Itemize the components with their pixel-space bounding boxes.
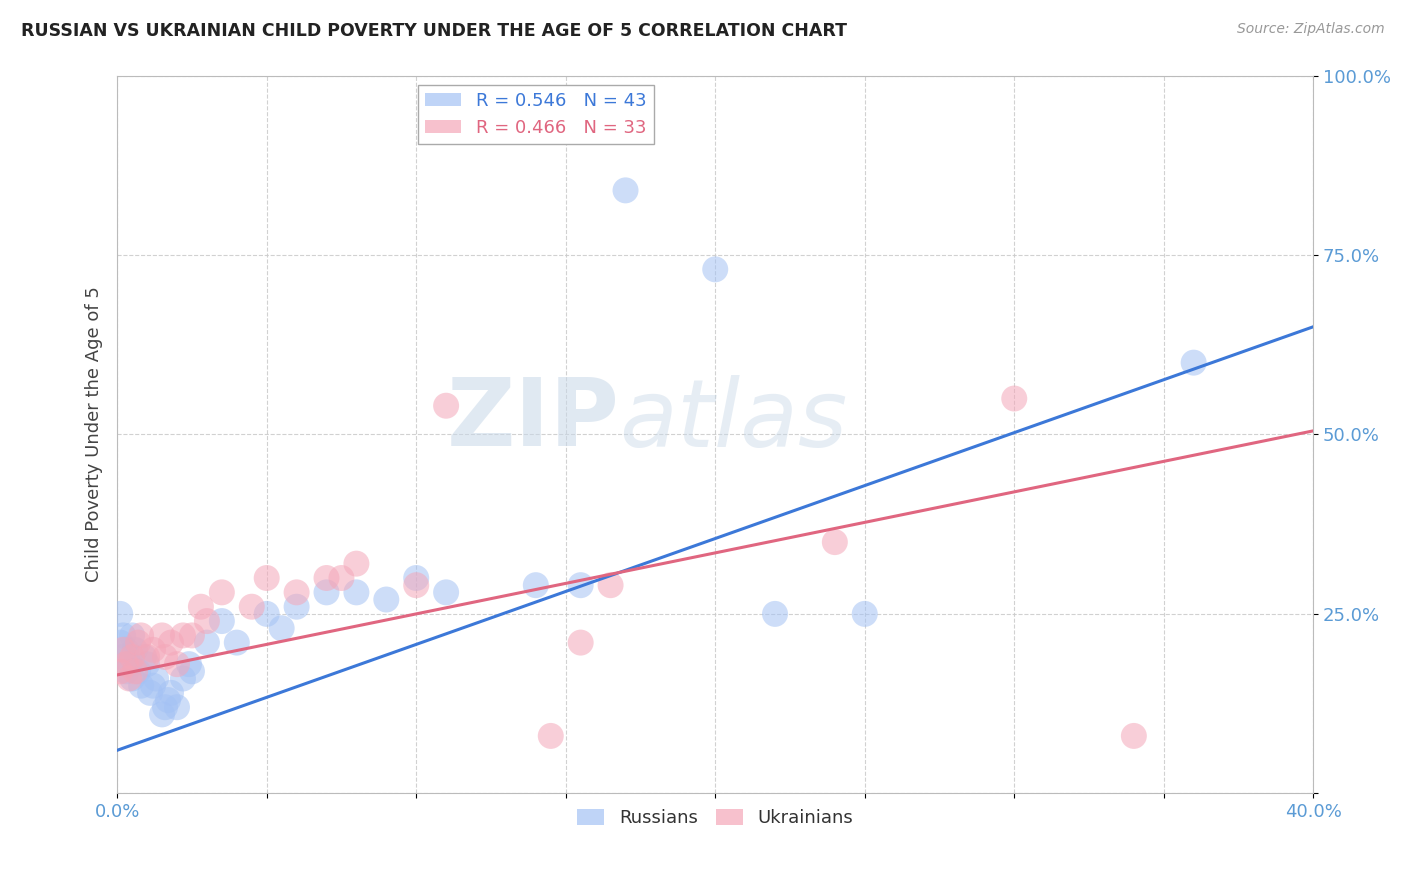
Point — [108, 635, 131, 649]
Point — [181, 628, 204, 642]
Point — [112, 628, 135, 642]
Point — [344, 585, 367, 599]
Point — [434, 585, 457, 599]
Point — [270, 621, 292, 635]
Point — [569, 635, 592, 649]
Point — [853, 607, 876, 621]
Point — [315, 571, 337, 585]
Text: ZIP: ZIP — [447, 374, 620, 467]
Legend: Russians, Ukrainians: Russians, Ukrainians — [571, 802, 860, 835]
Point — [142, 642, 165, 657]
Point — [405, 578, 427, 592]
Point — [344, 557, 367, 571]
Point — [1002, 392, 1025, 406]
Point — [569, 578, 592, 592]
Point — [115, 642, 138, 657]
Point — [142, 679, 165, 693]
Point — [256, 571, 278, 585]
Point — [108, 607, 131, 621]
Point — [115, 665, 138, 679]
Point — [115, 657, 138, 672]
Point — [1182, 356, 1205, 370]
Point — [129, 679, 152, 693]
Point — [127, 635, 149, 649]
Point — [124, 665, 146, 679]
Point — [285, 585, 308, 599]
Point — [127, 665, 149, 679]
Point — [160, 635, 183, 649]
Text: Source: ZipAtlas.com: Source: ZipAtlas.com — [1237, 22, 1385, 37]
Point — [136, 657, 159, 672]
Point — [112, 650, 135, 665]
Point — [150, 707, 173, 722]
Point — [172, 628, 194, 642]
Point — [121, 672, 143, 686]
Text: RUSSIAN VS UKRAINIAN CHILD POVERTY UNDER THE AGE OF 5 CORRELATION CHART: RUSSIAN VS UKRAINIAN CHILD POVERTY UNDER… — [21, 22, 846, 40]
Point — [112, 642, 135, 657]
Point — [195, 614, 218, 628]
Point — [211, 614, 233, 628]
Point — [824, 535, 846, 549]
Point — [129, 628, 152, 642]
Point — [704, 262, 727, 277]
Point — [121, 650, 143, 665]
Point — [132, 650, 155, 665]
Point — [524, 578, 547, 592]
Point — [157, 693, 180, 707]
Point — [540, 729, 562, 743]
Point — [136, 650, 159, 665]
Point — [181, 665, 204, 679]
Point — [118, 672, 141, 686]
Point — [118, 657, 141, 672]
Point — [177, 657, 200, 672]
Point — [153, 650, 176, 665]
Point — [195, 635, 218, 649]
Point — [121, 628, 143, 642]
Point — [153, 700, 176, 714]
Point — [315, 585, 337, 599]
Point — [225, 635, 247, 649]
Point — [763, 607, 786, 621]
Text: atlas: atlas — [620, 375, 848, 466]
Point — [375, 592, 398, 607]
Point — [139, 686, 162, 700]
Point — [434, 399, 457, 413]
Point — [1122, 729, 1144, 743]
Point — [211, 585, 233, 599]
Point — [160, 686, 183, 700]
Y-axis label: Child Poverty Under the Age of 5: Child Poverty Under the Age of 5 — [86, 286, 103, 582]
Point — [614, 183, 637, 197]
Point — [166, 700, 188, 714]
Point — [330, 571, 353, 585]
Point — [240, 599, 263, 614]
Point — [599, 578, 621, 592]
Point — [145, 672, 167, 686]
Point — [256, 607, 278, 621]
Point — [108, 665, 131, 679]
Point — [285, 599, 308, 614]
Point — [405, 571, 427, 585]
Point — [172, 672, 194, 686]
Point — [150, 628, 173, 642]
Point — [190, 599, 212, 614]
Point — [124, 642, 146, 657]
Point — [166, 657, 188, 672]
